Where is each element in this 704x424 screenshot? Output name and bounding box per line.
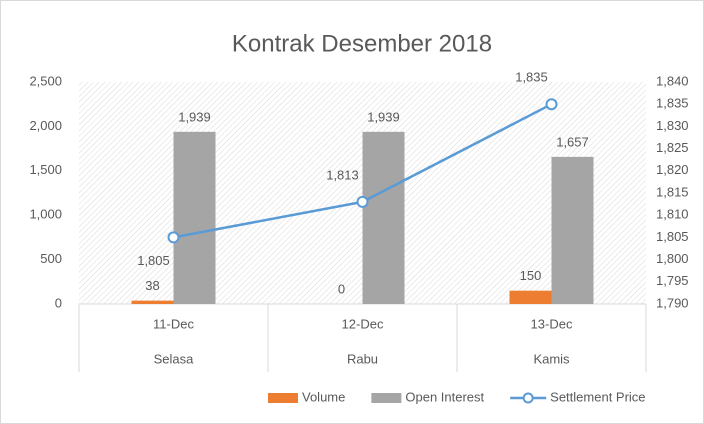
data-label: 1,813 (326, 167, 359, 182)
y2-tick-label: 1,810 (656, 207, 689, 222)
bar (551, 156, 594, 304)
legend-label: Volume (302, 389, 345, 404)
x-group-label: Selasa (154, 351, 195, 366)
line-marker (356, 195, 369, 208)
x-group-label: Kamis (533, 351, 570, 366)
legend-label: Settlement Price (550, 389, 645, 404)
legend-swatch (268, 393, 298, 403)
data-label: 38 (145, 278, 159, 293)
data-label: 1,805 (137, 253, 170, 268)
y-tick-label: 0 (55, 295, 62, 310)
y-tick-label: 500 (40, 251, 62, 266)
data-label: 1,835 (515, 70, 548, 85)
bar (509, 290, 552, 304)
data-label: 1,657 (556, 134, 589, 149)
y2-tick-label: 1,825 (656, 140, 689, 155)
bar (173, 131, 216, 304)
y2-tick-label: 1,835 (656, 96, 689, 111)
x-group-label: Rabu (347, 351, 378, 366)
y2-tick-label: 1,815 (656, 184, 689, 199)
chart-title: Kontrak Desember 2018 (232, 30, 492, 57)
y-tick-label: 2,000 (29, 118, 62, 133)
x-tick-label: 12-Dec (342, 316, 384, 331)
legend-label: Open Interest (405, 389, 484, 404)
legend-swatch (371, 393, 402, 403)
y-tick-label: 1,500 (29, 162, 62, 177)
y-tick-label: 2,500 (29, 73, 62, 88)
x-tick-label: 13-Dec (531, 316, 573, 331)
y2-tick-label: 1,795 (656, 273, 689, 288)
y2-tick-label: 1,790 (656, 295, 689, 310)
x-tick-label: 11-Dec (153, 316, 194, 331)
data-label: 1,939 (178, 109, 211, 124)
line-marker (167, 231, 180, 244)
data-label: 150 (520, 268, 542, 283)
bar (131, 300, 174, 304)
y-tick-label: 1,000 (29, 207, 62, 222)
y2-tick-label: 1,805 (656, 229, 689, 244)
legend-swatch (522, 392, 534, 404)
bar (362, 131, 405, 304)
y2-tick-label: 1,820 (656, 162, 689, 177)
y2-tick-label: 1,840 (656, 73, 689, 88)
data-label: 1,939 (367, 109, 400, 124)
y2-tick-label: 1,800 (656, 251, 689, 266)
y2-tick-label: 1,830 (656, 118, 689, 133)
line-marker (545, 98, 558, 111)
data-label: 0 (338, 281, 345, 296)
